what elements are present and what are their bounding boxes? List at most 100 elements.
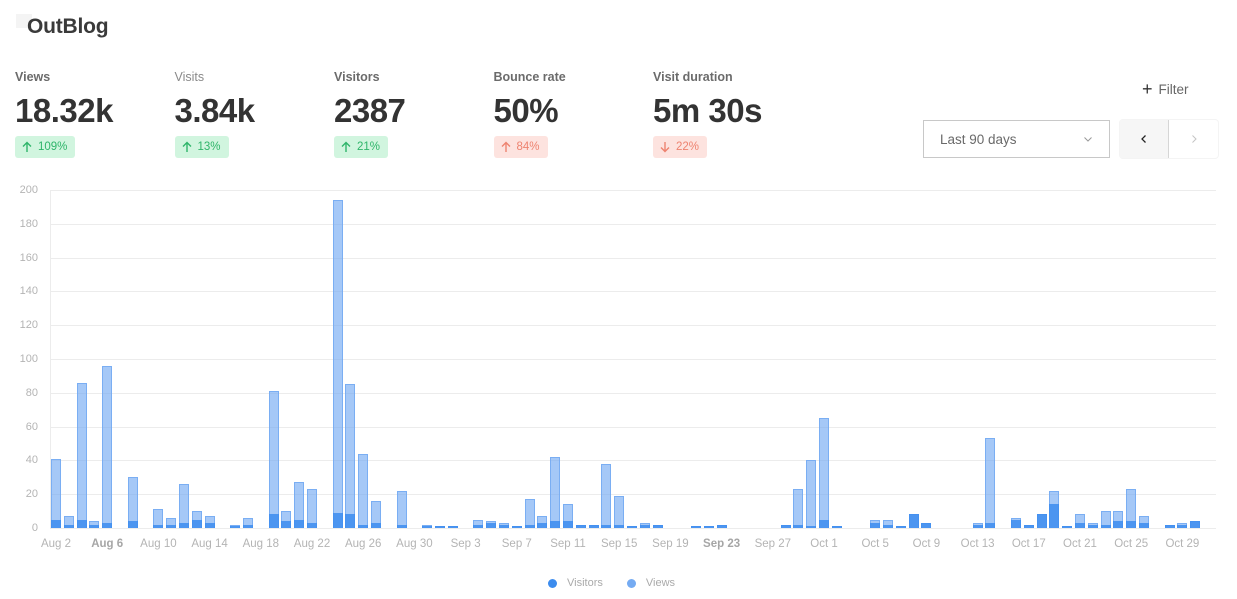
views-bar[interactable]	[1100, 511, 1111, 528]
metric-bounce-rate[interactable]: Bounce rate 50% 84%	[493, 70, 654, 158]
visitors-bar[interactable]	[895, 526, 906, 528]
visitors-bar[interactable]	[716, 524, 727, 528]
views-bar[interactable]	[985, 438, 996, 528]
visitors-bar[interactable]	[1190, 521, 1201, 528]
views-bar[interactable]	[563, 504, 573, 528]
views-bar[interactable]	[614, 495, 625, 528]
views-bar[interactable]	[550, 457, 561, 528]
visitors-bar[interactable]	[1062, 526, 1073, 528]
visitors-bar[interactable]	[447, 526, 458, 528]
metric-views[interactable]: Views 18.32k 109%	[15, 70, 175, 158]
visitors-bar[interactable]	[614, 524, 625, 528]
visitors-bar[interactable]	[639, 524, 650, 528]
views-bar[interactable]	[537, 516, 548, 528]
views-bar[interactable]	[819, 418, 829, 528]
visitors-bar[interactable]	[76, 519, 87, 528]
metric-visit-duration[interactable]: Visit duration 5m 30s 22%	[653, 70, 813, 158]
visitors-bar[interactable]	[575, 524, 586, 528]
views-bar[interactable]	[601, 463, 612, 528]
visitors-bar[interactable]	[499, 524, 509, 528]
views-bar[interactable]	[102, 365, 113, 528]
visitors-bar[interactable]	[127, 521, 138, 528]
legend-item-visitors[interactable]: Visitors	[548, 577, 603, 589]
visitors-bar[interactable]	[511, 526, 522, 528]
visitors-bar[interactable]	[486, 522, 497, 528]
views-bar[interactable]	[473, 519, 484, 528]
visitors-bar[interactable]	[191, 519, 202, 528]
visitors-bar[interactable]	[63, 524, 74, 528]
visitors-bar[interactable]	[921, 522, 932, 528]
views-bar[interactable]	[204, 516, 215, 528]
visitors-bar[interactable]	[51, 519, 61, 528]
visitors-bar[interactable]	[524, 524, 535, 528]
filter-button[interactable]: + Filter	[1142, 80, 1189, 98]
metric-visits[interactable]: Visits 3.84k 13%	[174, 70, 335, 158]
visitors-bar[interactable]	[793, 524, 804, 528]
views-bar[interactable]	[76, 382, 87, 528]
visitors-bar[interactable]	[435, 526, 445, 528]
metric-visitors[interactable]: Visitors 2387 21%	[334, 70, 494, 158]
visitors-bar[interactable]	[703, 526, 714, 528]
visitors-bar[interactable]	[1113, 521, 1124, 528]
visitors-bar[interactable]	[153, 524, 164, 528]
visitors-bar[interactable]	[1023, 524, 1034, 528]
visitors-bar[interactable]	[1087, 524, 1098, 528]
legend-item-views[interactable]: Views	[626, 577, 675, 589]
visitors-bar[interactable]	[371, 522, 381, 528]
views-bar[interactable]	[358, 453, 369, 528]
visitors-bar[interactable]	[627, 526, 637, 528]
views-bar[interactable]	[1139, 516, 1149, 528]
visitors-bar[interactable]	[870, 522, 881, 528]
views-bar[interactable]	[179, 484, 189, 528]
views-bar[interactable]	[806, 460, 817, 528]
visitors-bar[interactable]	[1126, 521, 1137, 528]
visitors-bar[interactable]	[332, 512, 343, 528]
visitors-bar[interactable]	[179, 522, 189, 528]
visitors-bar[interactable]	[473, 524, 484, 528]
visitors-bar[interactable]	[422, 526, 433, 528]
views-bar[interactable]	[883, 519, 893, 528]
visitors-bar[interactable]	[204, 522, 215, 528]
views-bar[interactable]	[1113, 511, 1124, 528]
visitors-bar[interactable]	[819, 519, 829, 528]
views-bar[interactable]	[281, 511, 292, 528]
views-bar[interactable]	[294, 482, 305, 528]
next-period-button[interactable]	[1169, 120, 1218, 158]
views-bar[interactable]	[1126, 489, 1137, 528]
visitors-bar[interactable]	[396, 524, 407, 528]
views-bar[interactable]	[396, 490, 407, 528]
views-bar[interactable]	[63, 516, 74, 528]
views-bar[interactable]	[51, 458, 61, 528]
visitors-bar[interactable]	[1139, 522, 1149, 528]
visitors-bar[interactable]	[652, 524, 663, 528]
views-bar[interactable]	[371, 500, 381, 528]
visitors-bar[interactable]	[166, 524, 177, 528]
visitors-bar[interactable]	[1049, 504, 1060, 528]
visitors-bar[interactable]	[780, 524, 791, 528]
visitors-bar[interactable]	[1164, 524, 1175, 528]
visitors-bar[interactable]	[972, 524, 983, 528]
visitors-bar[interactable]	[268, 514, 279, 528]
visitors-bar[interactable]	[588, 524, 599, 528]
views-bar[interactable]	[153, 509, 164, 528]
visitors-bar[interactable]	[294, 519, 305, 528]
views-bar[interactable]	[332, 200, 343, 528]
views-bar[interactable]	[166, 517, 177, 528]
visitors-bar[interactable]	[1075, 522, 1085, 528]
visitors-bar[interactable]	[806, 526, 817, 528]
visitors-bar[interactable]	[908, 514, 919, 528]
visitors-bar[interactable]	[89, 524, 100, 528]
visitors-bar[interactable]	[345, 514, 356, 528]
views-bar[interactable]	[1075, 514, 1085, 528]
visitors-bar[interactable]	[985, 522, 996, 528]
visitors-bar[interactable]	[1036, 514, 1047, 528]
visitors-bar[interactable]	[1100, 524, 1111, 528]
views-bar[interactable]	[307, 489, 317, 528]
visitors-bar[interactable]	[358, 524, 369, 528]
visitors-bar[interactable]	[1177, 524, 1188, 528]
views-bar[interactable]	[127, 477, 138, 528]
visitors-bar[interactable]	[550, 521, 561, 528]
views-bar[interactable]	[793, 489, 804, 528]
visitors-bar[interactable]	[307, 522, 317, 528]
visitors-bar[interactable]	[537, 522, 548, 528]
